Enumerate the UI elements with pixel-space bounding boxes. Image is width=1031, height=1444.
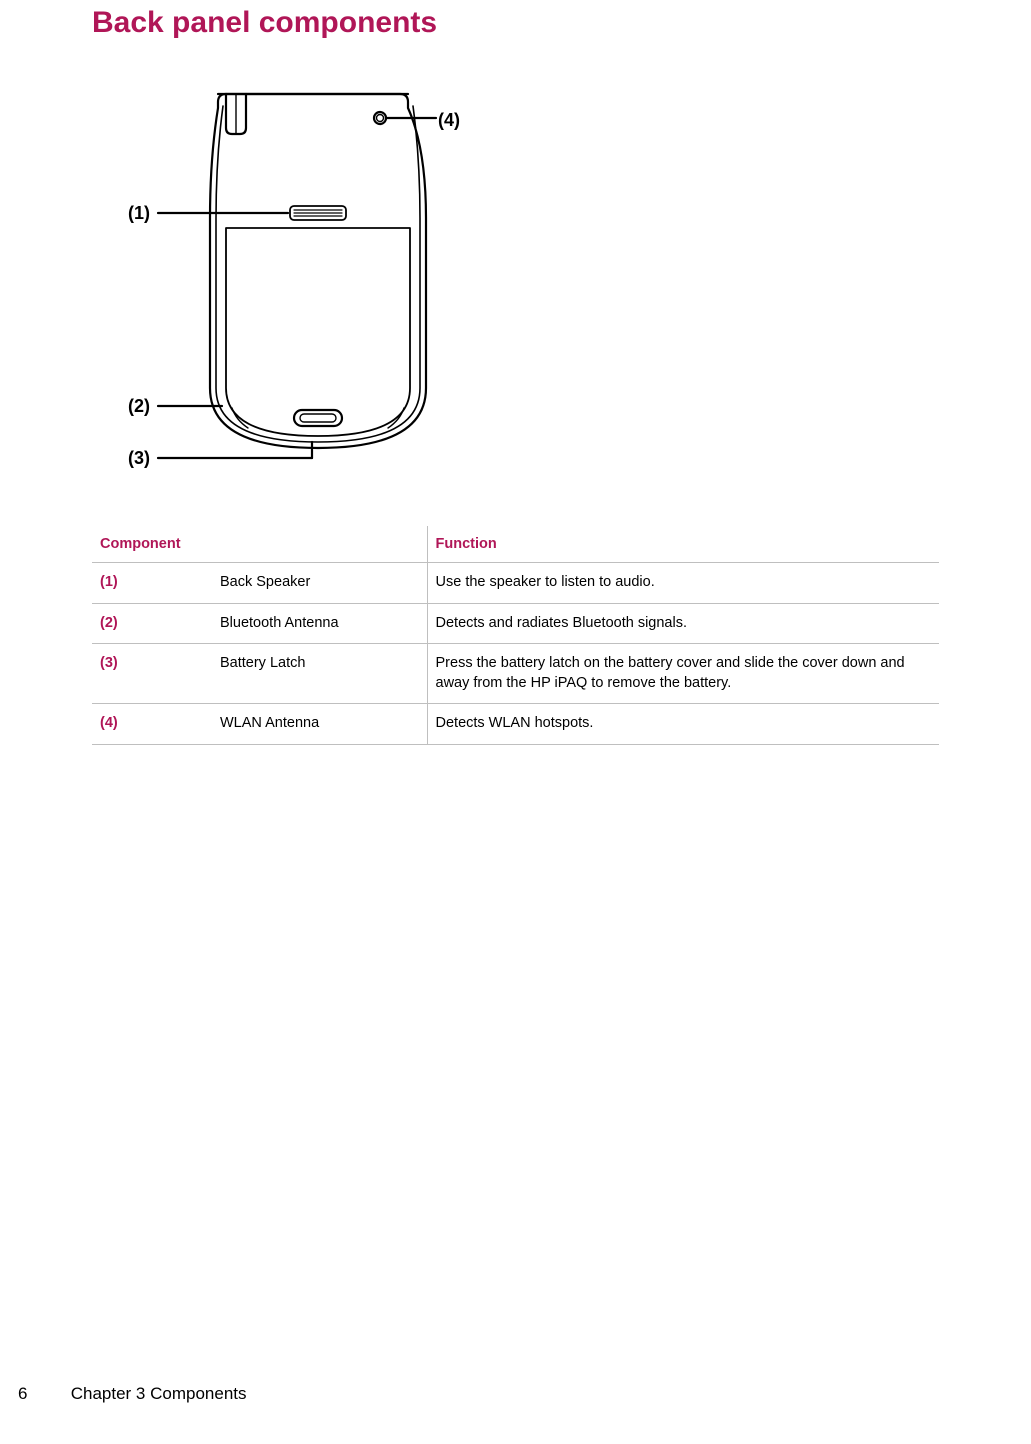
row-name: Back Speaker — [212, 563, 427, 604]
table-row: (3) Battery Latch Press the battery latc… — [92, 644, 939, 704]
page-number: 6 — [18, 1384, 66, 1404]
device-back-svg — [108, 88, 488, 488]
header-function: Function — [427, 526, 939, 563]
page-footer: 6 Chapter 3 Components — [18, 1384, 247, 1404]
table-row: (1) Back Speaker Use the speaker to list… — [92, 563, 939, 604]
table-row: (2) Bluetooth Antenna Detects and radiat… — [92, 603, 939, 644]
row-num: (1) — [92, 563, 212, 604]
row-num: (2) — [92, 603, 212, 644]
row-name: Bluetooth Antenna — [212, 603, 427, 644]
page-title: Back panel components — [92, 0, 939, 40]
row-func: Use the speaker to listen to audio. — [427, 563, 939, 604]
table-header-row: Component Function — [92, 526, 939, 563]
callout-4: (4) — [438, 110, 460, 131]
row-name: WLAN Antenna — [212, 704, 427, 745]
row-func: Press the battery latch on the battery c… — [427, 644, 939, 704]
callout-1: (1) — [128, 203, 150, 224]
row-func: Detects and radiates Bluetooth signals. — [427, 603, 939, 644]
header-component: Component — [92, 526, 427, 563]
row-num: (4) — [92, 704, 212, 745]
row-num: (3) — [92, 644, 212, 704]
chapter-label: Chapter 3 Components — [71, 1384, 247, 1403]
callout-3: (3) — [128, 448, 150, 469]
row-func: Detects WLAN hotspots. — [427, 704, 939, 745]
table-row: (4) WLAN Antenna Detects WLAN hotspots. — [92, 704, 939, 745]
device-diagram: (1) (2) (3) (4) — [108, 88, 608, 508]
callout-2: (2) — [128, 396, 150, 417]
row-name: Battery Latch — [212, 644, 427, 704]
components-table: Component Function (1) Back Speaker Use … — [92, 526, 939, 745]
